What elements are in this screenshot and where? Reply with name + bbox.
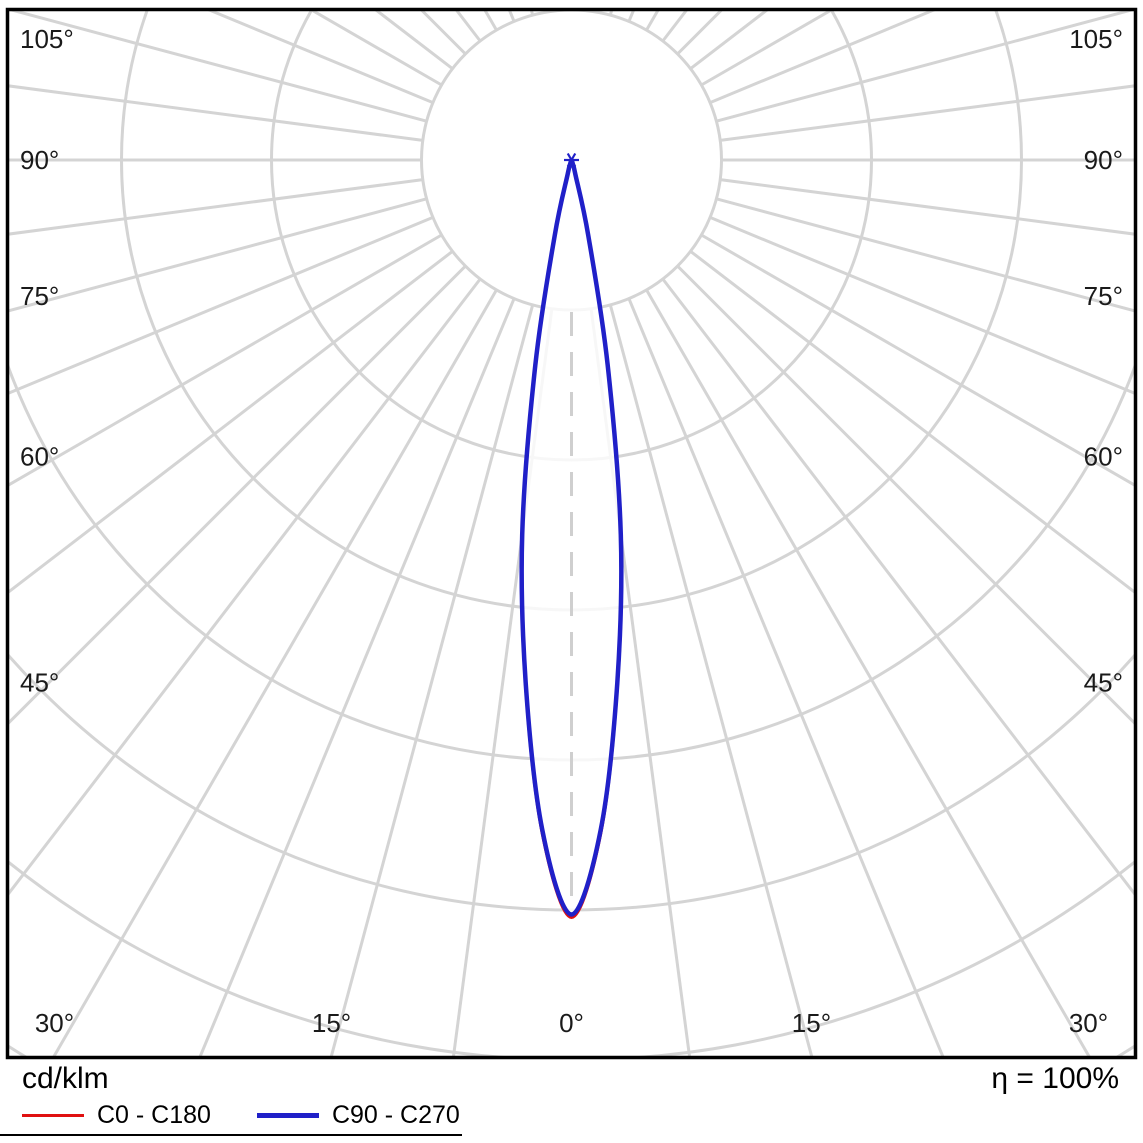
grid-radial-line <box>709 216 1134 395</box>
c90-c270-curve <box>519 158 624 917</box>
grid-radial-line <box>709 11 936 104</box>
grid-radial-line <box>716 197 1134 313</box>
angle-tick-label: 60° <box>20 442 59 472</box>
legend-line-c0-icon <box>22 1113 84 1117</box>
grid-radial-line <box>716 11 1134 123</box>
origin-star-marker <box>564 152 579 168</box>
legend-label-c90: C90 - C270 <box>331 1100 460 1129</box>
efficiency-label: η = 100% <box>991 1062 1119 1095</box>
grid-radial-line <box>676 265 1134 725</box>
angle-tick-label: 45° <box>1084 668 1123 698</box>
grid-radial-line <box>9 178 423 236</box>
grid-radial-line <box>689 250 1134 594</box>
angle-labels: 105° 105° 90° 90° 75° 75° 60° 60° 45° 45° 30° 30° 15… <box>20 24 1123 1038</box>
angle-tick-label: 30° <box>35 1008 74 1038</box>
angle-tick-label: 30° <box>1069 1008 1108 1038</box>
grid-radial-line <box>9 278 482 896</box>
grid-radial-line <box>207 11 434 104</box>
legend-underline <box>0 1134 462 1136</box>
grid-radial-line <box>720 178 1134 236</box>
grid-radial-line <box>9 84 423 142</box>
grid-radial-line <box>9 265 467 725</box>
grid-radial-line <box>9 11 427 123</box>
angle-tick-label: 105° <box>20 24 74 54</box>
angle-tick-label: 90° <box>20 145 59 175</box>
grid-radial-line <box>329 304 535 1056</box>
grid-radial-line <box>645 289 1091 1056</box>
chart-frame <box>5 7 1138 1060</box>
angle-tick-label: 15° <box>312 1008 351 1038</box>
grid-radial-line <box>608 11 613 16</box>
angle-tick-label: 45° <box>20 668 59 698</box>
grid-radial-line <box>9 250 454 594</box>
grid-radial-line <box>198 298 516 1056</box>
units-label: cd/klm <box>22 1062 109 1095</box>
grid-radial-line <box>627 298 945 1056</box>
grid-radial-line <box>9 197 427 313</box>
angle-tick-label: 105° <box>1069 24 1123 54</box>
grid-radial-line <box>9 216 434 395</box>
angle-tick-label: 0° <box>559 1008 584 1038</box>
grid-radial-line <box>700 233 1134 487</box>
angle-tick-label: 75° <box>1084 281 1123 311</box>
angle-tick-label: 60° <box>1084 442 1123 472</box>
grid-radial-line <box>52 289 498 1056</box>
angle-tick-label: 90° <box>1084 145 1123 175</box>
angle-tick-label: 75° <box>20 281 59 311</box>
grid-radial-line <box>530 11 535 16</box>
legend-label-c0: C0 - C180 <box>97 1100 211 1129</box>
grid-radial-line <box>720 84 1134 142</box>
legend: C0 - C180 C90 - C270 <box>22 1098 460 1132</box>
angle-tick-label: 15° <box>792 1008 831 1038</box>
grid-radial-line <box>9 233 443 487</box>
grid-radial-line <box>661 278 1134 896</box>
star-spoke <box>566 152 577 168</box>
legend-line-c90-icon <box>256 1112 319 1118</box>
grid-radial-line <box>608 304 814 1056</box>
